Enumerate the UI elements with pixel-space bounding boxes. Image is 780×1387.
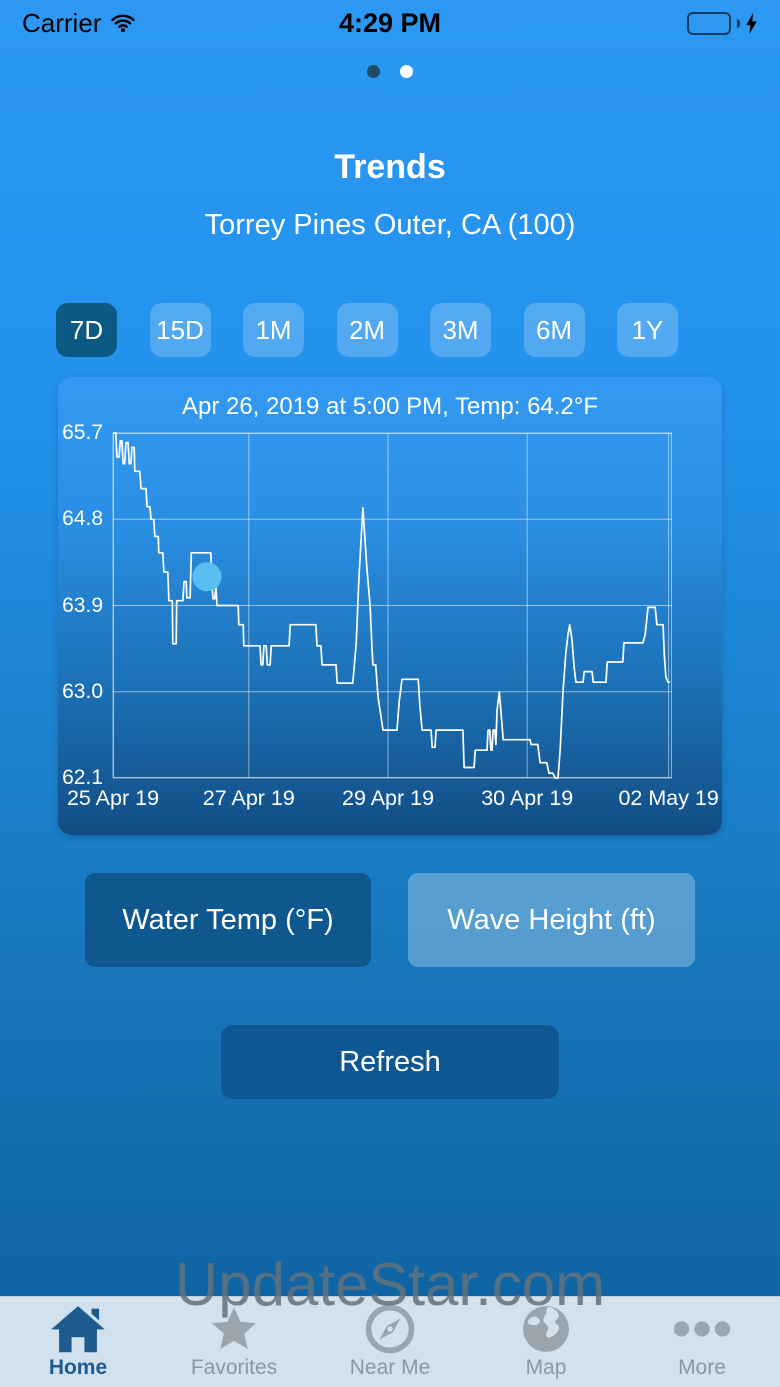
trend-chart-card: Apr 26, 2019 at 5:00 PM, Temp: 64.2°F 65… — [58, 377, 722, 835]
more-icon — [673, 1304, 731, 1354]
y-tick-label: 63.0 — [62, 679, 103, 703]
x-tick-label: 29 Apr 19 — [341, 786, 435, 810]
station-name: Torrey Pines Outer, CA (100) — [204, 209, 576, 241]
chart-selected-point-readout: Apr 26, 2019 at 5:00 PM, Temp: 64.2°F — [181, 393, 599, 420]
page-dot-1[interactable] — [367, 65, 380, 78]
chart-plot-area[interactable] — [112, 432, 672, 779]
y-tick-label: 64.8 — [62, 507, 103, 531]
x-tick-label: 27 Apr 19 — [202, 786, 295, 810]
x-tick-label: 02 May 19 — [618, 786, 719, 810]
y-tick-label: 65.7 — [62, 421, 103, 444]
x-axis-labels: 25 Apr 19 27 Apr 19 29 Apr 19 30 Apr 19 02 M… — [67, 786, 719, 812]
trend-chart-svg — [112, 432, 672, 779]
carrier-label: Carrier — [22, 7, 102, 38]
status-bar: Carrier 4:29 PM — [0, 0, 780, 46]
tab-favorites[interactable]: Favorites — [156, 1297, 312, 1387]
range-button-1m[interactable]: 1M — [243, 303, 304, 357]
charging-bolt-icon — [745, 12, 758, 34]
range-button-3m[interactable]: 3M — [430, 303, 491, 357]
tab-more[interactable]: More — [624, 1297, 780, 1387]
water-temp-toggle-button[interactable]: Water Temp (°F) — [85, 873, 371, 967]
star-icon — [208, 1304, 260, 1354]
page-title: Trends — [334, 148, 446, 186]
tab-near-me-label: Near Me — [349, 1356, 431, 1379]
tab-favorites-label: Favorites — [190, 1356, 278, 1379]
x-tick-label: 25 Apr 19 — [66, 786, 160, 810]
range-button-1y[interactable]: 1Y — [617, 303, 678, 357]
x-tick-label: 30 Apr 19 — [481, 786, 574, 810]
range-button-7d[interactable]: 7D — [56, 303, 117, 357]
battery-icon — [687, 11, 731, 35]
tab-more-label: More — [678, 1356, 726, 1379]
range-button-15d[interactable]: 15D — [149, 303, 211, 357]
battery-cap — [737, 18, 740, 28]
home-icon — [49, 1304, 107, 1354]
refresh-button[interactable]: Refresh — [221, 1025, 559, 1099]
wifi-icon — [110, 13, 136, 33]
tab-home-label: Home — [48, 1356, 108, 1379]
y-tick-label: 62.1 — [62, 766, 103, 789]
tab-near-me[interactable]: Near Me — [312, 1297, 468, 1387]
tab-map-label: Map — [525, 1356, 567, 1379]
battery-indicator — [687, 11, 758, 35]
y-axis-labels: 65.7 64.8 63.9 63.0 62.1 — [58, 421, 106, 789]
range-selector: 7D 15D 1M 2M 3M 6M 1Y — [56, 303, 678, 357]
page-control — [0, 65, 780, 78]
tab-home[interactable]: Home — [0, 1297, 156, 1387]
y-tick-label: 63.9 — [62, 593, 103, 617]
page-dot-2-active[interactable] — [400, 65, 413, 78]
range-button-6m[interactable]: 6M — [523, 303, 585, 357]
range-button-2m[interactable]: 2M — [336, 303, 398, 357]
compass-icon — [364, 1304, 416, 1354]
wave-height-toggle-button[interactable]: Wave Height (ft) — [408, 873, 695, 967]
globe-icon — [520, 1304, 572, 1354]
tab-bar: Home Favorites Near Me — [0, 1296, 780, 1387]
tab-map[interactable]: Map — [468, 1297, 624, 1387]
selected-point-marker — [192, 562, 222, 592]
